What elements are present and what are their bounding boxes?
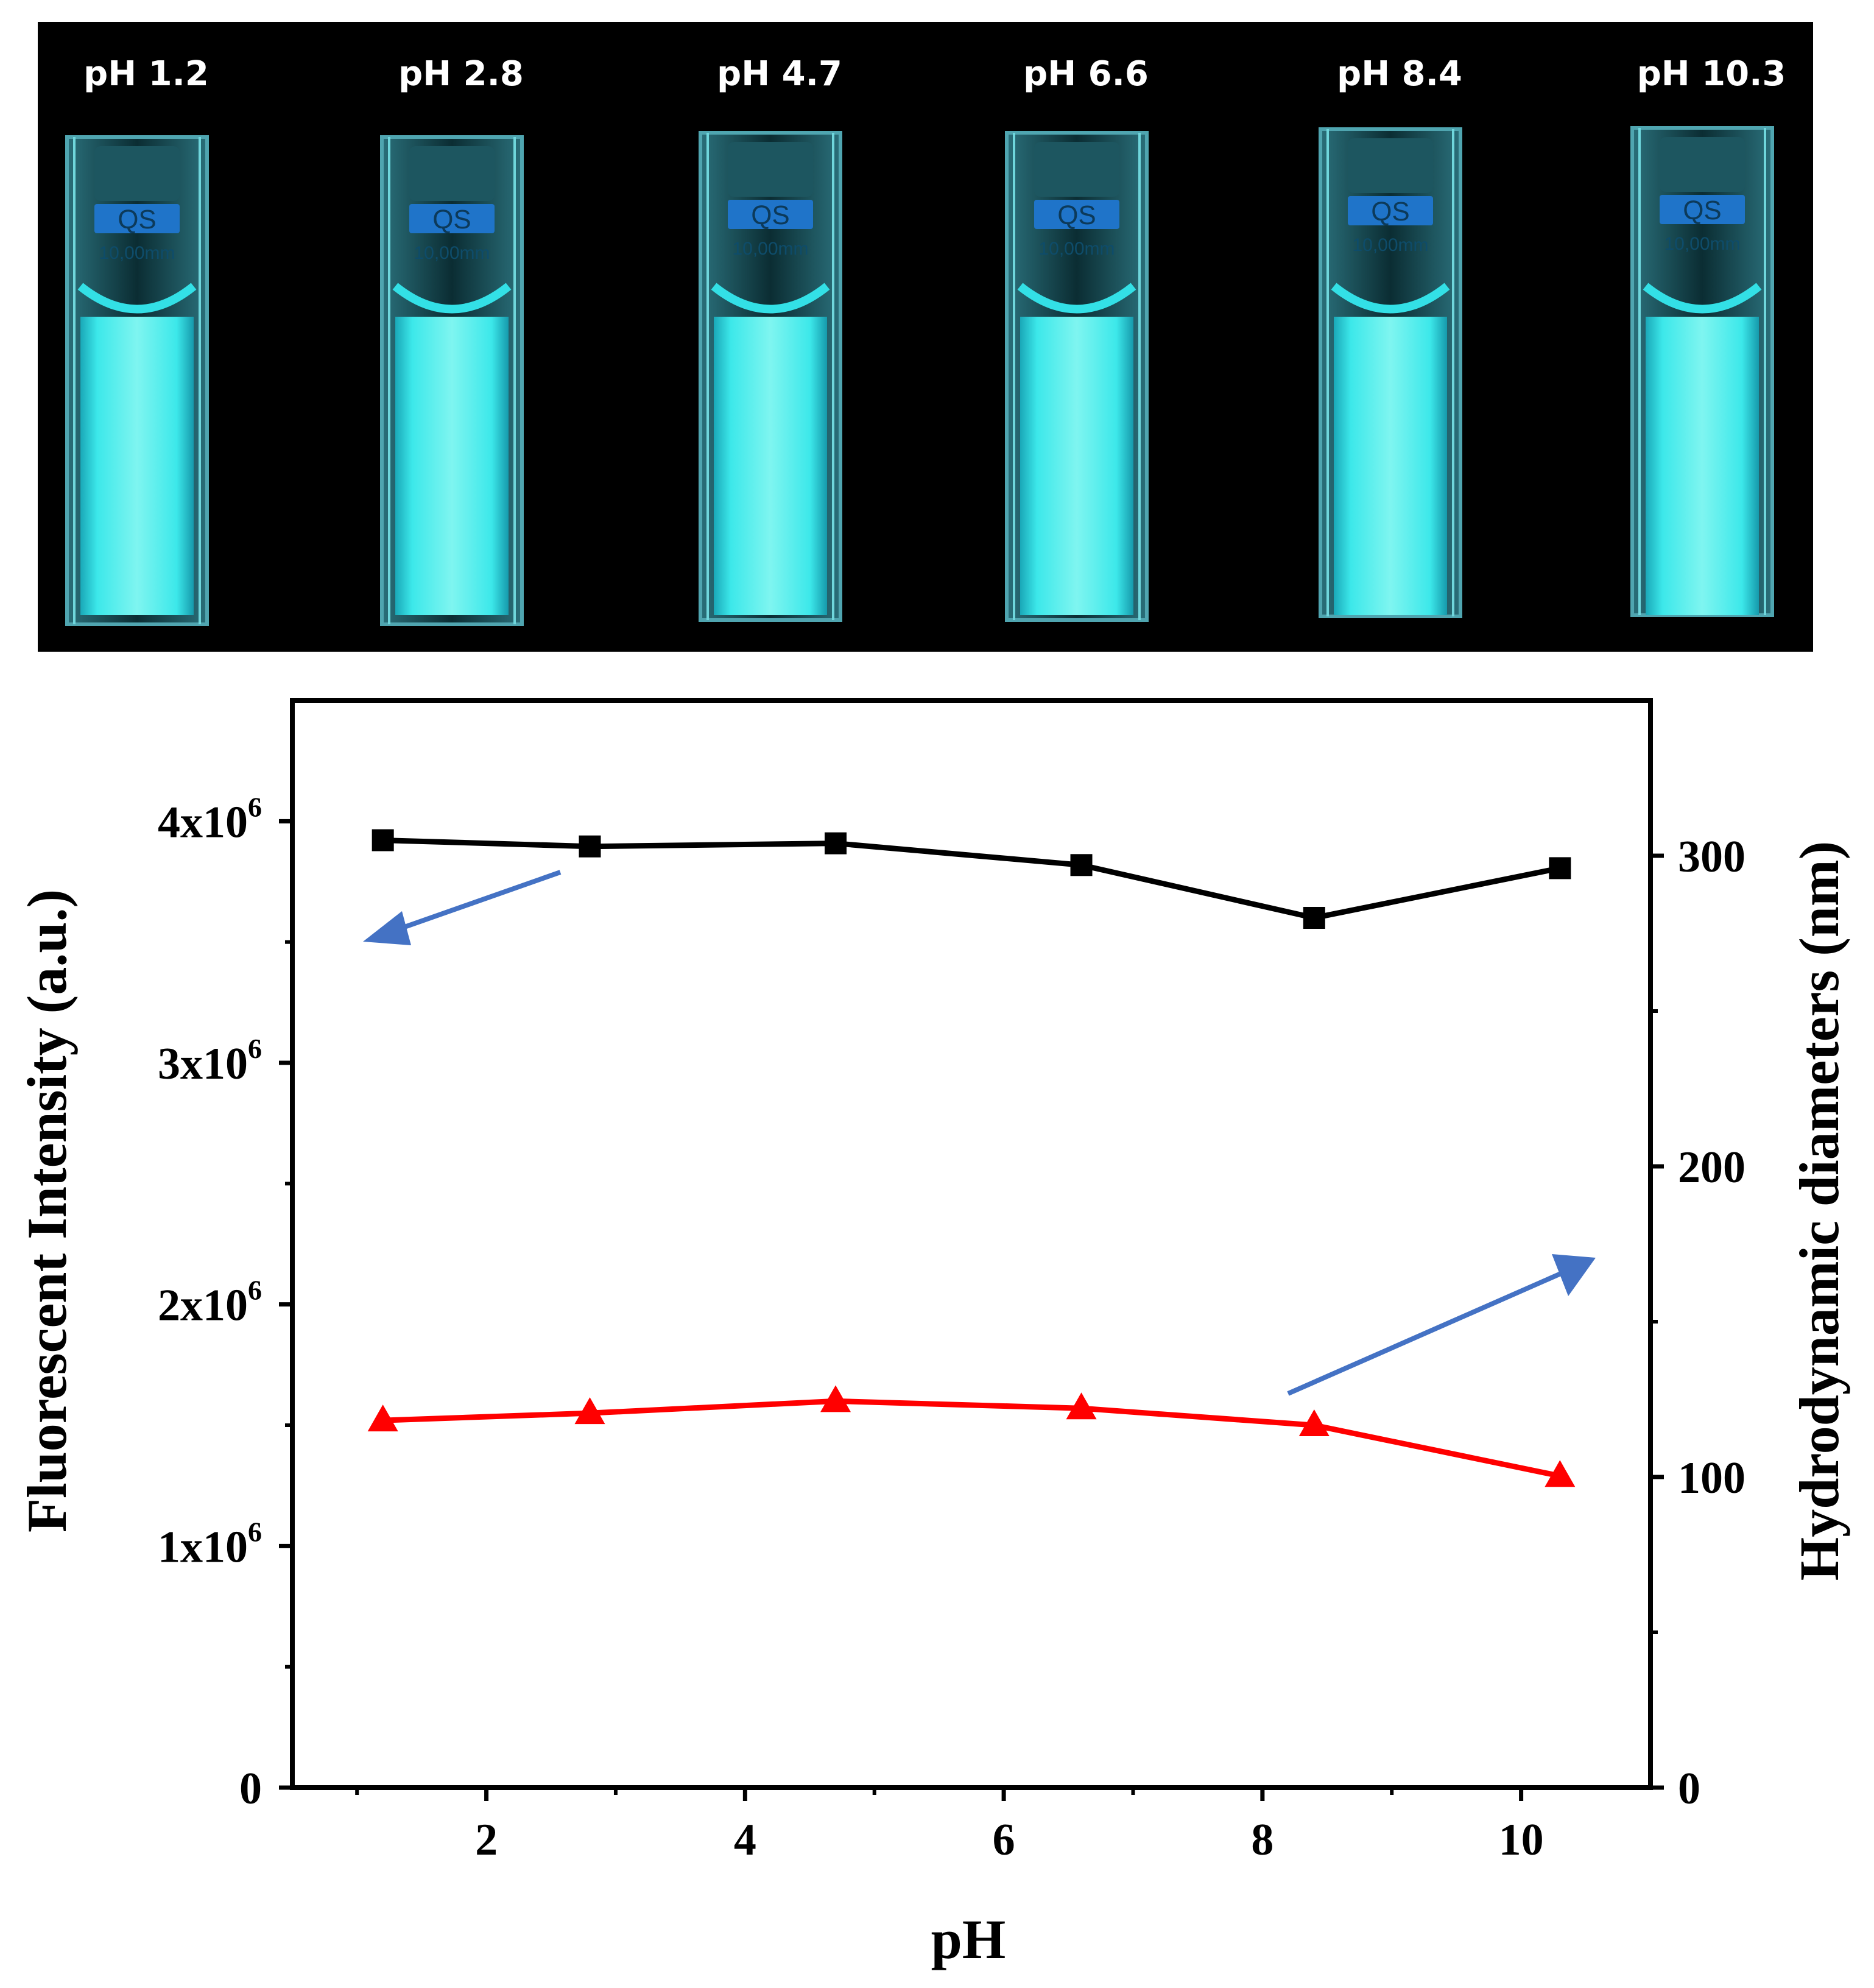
y-left-tick-base: 0 <box>239 1764 262 1814</box>
cuvette-cap <box>1348 138 1433 193</box>
y-right-tick-label: 100 <box>1678 1453 1745 1503</box>
cuvette-1: pH 1.2 QS 10,00mm <box>65 54 209 626</box>
y-left-tick-exponent: 6 <box>248 1033 262 1064</box>
arrow-right-axis-head <box>1552 1254 1596 1296</box>
y-left-tick-exponent: 6 <box>248 1275 262 1306</box>
path-length-text: 10,00mm <box>414 243 490 263</box>
path-length-text: 10,00mm <box>732 239 808 259</box>
x-tick-label: 6 <box>993 1815 1015 1865</box>
ph-label: pH 4.7 <box>717 54 842 94</box>
meniscus <box>1017 283 1136 314</box>
data-point-triangle <box>1298 1409 1330 1436</box>
cuvette-cap <box>1034 142 1119 197</box>
y-left-tick-base: 4x10 <box>158 797 248 847</box>
data-point-square <box>1549 857 1571 879</box>
path-length-text: 10,00mm <box>1664 234 1740 254</box>
photo-background <box>38 22 1813 652</box>
path-length-text: 10,00mm <box>1038 239 1115 259</box>
cuvette-liquid <box>1646 317 1759 615</box>
data-point-triangle <box>1066 1392 1097 1420</box>
data-point-triangle <box>1545 1460 1576 1487</box>
x-tick-label: 10 <box>1499 1815 1544 1865</box>
cuvette-2: pH 2.8 QS 10,00mm <box>380 54 524 626</box>
y-axis-left-title: Fluorescent Intensity (a.u.) <box>16 889 78 1532</box>
cuvette-4: pH 6.6 QS 10,00mm <box>1005 54 1149 622</box>
cuvette-cap <box>1660 137 1745 192</box>
qs-badge <box>728 200 813 229</box>
data-point-square <box>825 832 847 855</box>
cuvette-3: pH 4.7 QS 10,00mm <box>699 54 842 622</box>
arrow-left-axis-head <box>363 911 411 945</box>
cuvette-cap <box>409 146 495 201</box>
cuvette-cap <box>94 146 180 201</box>
y-left-tick-label: 1x106 <box>158 1516 262 1572</box>
ph-label: pH 6.6 <box>1023 54 1149 94</box>
arrow-left-axis-shaft <box>395 870 562 932</box>
cuvette-5: pH 8.4 QS 10,00mm <box>1319 54 1462 618</box>
qs-text: QS <box>432 205 471 234</box>
cuvette-liquid <box>1020 317 1133 615</box>
cuvette-liquid <box>714 317 827 615</box>
ph-label: pH 8.4 <box>1337 54 1462 94</box>
qs-badge <box>94 204 180 233</box>
qs-badge <box>1034 200 1119 229</box>
series-line-1 <box>382 837 1561 921</box>
meniscus <box>1643 283 1762 314</box>
x-tick-label: 8 <box>1251 1815 1273 1865</box>
y-right-tick-label: 200 <box>1678 1143 1745 1193</box>
data-point-square <box>579 835 601 858</box>
x-axis-title: pH <box>931 1908 1006 1970</box>
path-length-text: 10,00mm <box>99 243 175 263</box>
x-tick-label: 2 <box>475 1815 498 1865</box>
qs-text: QS <box>118 205 157 234</box>
y-left-tick-label: 4x106 <box>158 791 262 847</box>
cuvette-liquid <box>1334 317 1447 615</box>
ph-label: pH 1.2 <box>83 54 209 94</box>
qs-text: QS <box>1683 196 1722 225</box>
data-point-triangle <box>574 1397 605 1425</box>
cuvette-6: pH 10.3 QS 10,00mm <box>1630 54 1786 617</box>
x-tick-label: 4 <box>734 1815 756 1865</box>
y-left-tick-label: 0 <box>239 1764 262 1814</box>
qs-badge <box>409 204 495 233</box>
y-left-tick-exponent: 6 <box>248 791 262 822</box>
meniscus <box>392 283 512 314</box>
y-left-tick-exponent: 6 <box>248 1516 262 1547</box>
y-left-tick-base: 2x10 <box>158 1281 248 1331</box>
data-point-triangle <box>820 1385 851 1412</box>
y-right-tick-label: 0 <box>1678 1764 1700 1814</box>
meniscus <box>1331 283 1450 314</box>
arrow-right-axis-shaft <box>1287 1271 1563 1396</box>
data-point-square <box>1303 907 1325 929</box>
path-length-text: 10,00mm <box>1352 235 1428 255</box>
y-right-tick-label: 300 <box>1678 832 1745 882</box>
ph-label: pH 10.3 <box>1637 54 1786 94</box>
series-line-2 <box>382 1398 1561 1479</box>
data-point-square <box>1070 854 1093 876</box>
qs-text: QS <box>751 200 790 230</box>
qs-text: QS <box>1057 200 1096 230</box>
y-left-tick-base: 1x10 <box>158 1522 248 1572</box>
cuvette-cap <box>728 142 813 197</box>
qs-badge <box>1660 195 1745 224</box>
y-left-tick-label: 3x106 <box>158 1033 262 1089</box>
cuvette-liquid <box>395 317 509 615</box>
y-left-tick-base: 3x10 <box>158 1039 248 1089</box>
data-point-triangle <box>367 1405 398 1432</box>
cuvette-liquid <box>80 317 194 615</box>
plot-frame <box>290 698 1653 1790</box>
data-point-square <box>372 829 394 851</box>
qs-text: QS <box>1371 197 1410 227</box>
qs-badge <box>1348 196 1433 225</box>
y-left-tick-label: 2x106 <box>158 1275 262 1331</box>
ph-label: pH 2.8 <box>398 54 524 94</box>
y-axis-right-title: Hydrodynamic diameters (nm) <box>1788 841 1850 1581</box>
meniscus <box>711 283 830 314</box>
meniscus <box>77 283 197 314</box>
